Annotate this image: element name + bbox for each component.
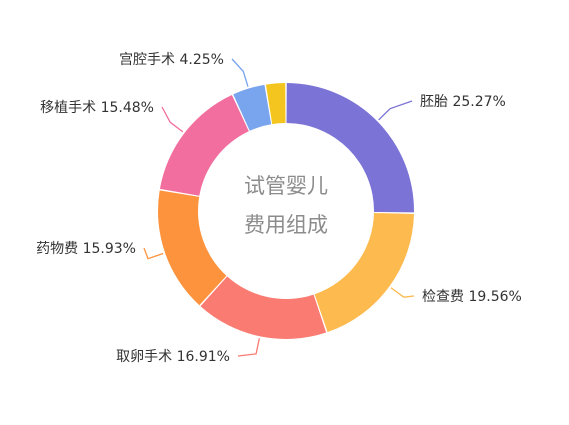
slice-labels: 胚胎 25.27% 检查费 19.56% 取卵手术 16.91% 药物费 15.93%…: [36, 52, 522, 365]
leader-移植手术: [161, 106, 184, 133]
center-title-line1: 试管婴儿: [244, 174, 328, 198]
leader-lines: [143, 58, 415, 357]
leader-检查费: [390, 287, 415, 298]
donut-slices: [157, 83, 414, 339]
slice-宫腔手术: [233, 84, 272, 131]
center-title-line2: 费用组成: [244, 213, 328, 237]
slice-移植手术: [159, 94, 249, 196]
leader-宫腔手术: [231, 58, 249, 87]
label-宫腔手术: 宫腔手术 4.25%: [119, 52, 224, 68]
leader-药物费: [143, 247, 164, 260]
slice-检查费: [314, 213, 414, 333]
label-取卵手术: 取卵手术 16.91%: [116, 349, 230, 365]
label-胚胎: 胚胎 25.27%: [420, 94, 506, 110]
label-药物费: 药物费 15.93%: [36, 241, 136, 257]
leader-胚胎: [378, 100, 413, 121]
slice-胚胎: [286, 83, 414, 213]
slice-unlabeled: [265, 83, 286, 125]
label-移植手术: 移植手术 15.48%: [40, 100, 154, 116]
slice-取卵手术: [200, 276, 327, 339]
leader-取卵手术: [237, 338, 260, 357]
label-检查费: 检查费 19.56%: [422, 289, 522, 305]
slice-药物费: [157, 190, 227, 306]
